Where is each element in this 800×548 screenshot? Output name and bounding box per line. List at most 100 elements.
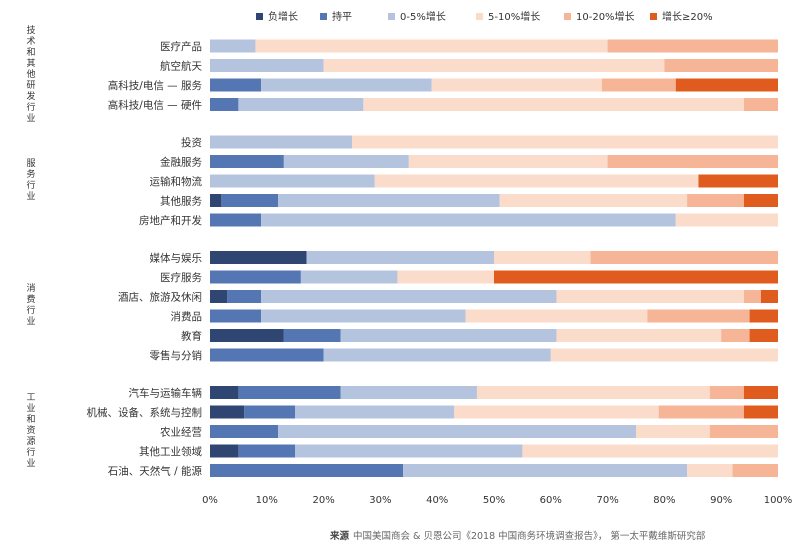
bar-segment	[238, 444, 296, 458]
x-tick-label: 30%	[369, 495, 391, 506]
bar-segment	[210, 155, 284, 168]
bar-segment	[295, 405, 455, 419]
legend-label: 持平	[332, 10, 352, 23]
category-label: 汽车与运输车辆	[129, 387, 203, 400]
bar-segment	[323, 59, 665, 72]
bar-segment	[210, 386, 239, 399]
legend-label: 10-20%增长	[576, 10, 635, 23]
category-label: 机械、设备、系统与控制	[87, 406, 203, 419]
bar-segment	[210, 39, 256, 53]
bar-segment	[743, 98, 778, 111]
category-label: 其他工业领域	[139, 445, 202, 458]
bar-segment	[255, 39, 608, 53]
bar-segment	[210, 270, 301, 284]
bar-segment	[210, 174, 375, 188]
bar-segment	[743, 386, 778, 399]
legend-swatch	[650, 13, 657, 20]
bar-segment	[352, 135, 778, 149]
legend-swatch	[256, 13, 263, 20]
category-label: 媒体与娱乐	[150, 252, 203, 265]
bar-segment	[210, 329, 284, 342]
bar-segment	[238, 98, 364, 111]
bar-segment	[210, 98, 239, 111]
bar-segment	[283, 329, 341, 342]
bar-segment	[658, 405, 744, 419]
bar-segment	[300, 270, 398, 284]
bar-segment	[636, 425, 710, 438]
legend-swatch	[564, 13, 571, 20]
bar-segment	[210, 135, 352, 149]
bar-segment	[743, 405, 778, 419]
bar-segment	[749, 329, 778, 342]
bar-segment	[431, 78, 602, 92]
bar-segment	[494, 251, 591, 264]
bar-segment	[476, 386, 710, 399]
bar-segment	[675, 213, 778, 227]
x-tick-label: 40%	[426, 495, 448, 506]
bar-segment	[283, 155, 409, 168]
bar-segment	[374, 174, 699, 188]
x-tick-label: 50%	[483, 495, 505, 506]
category-label: 其他服务	[160, 195, 202, 208]
legend-label: 5-10%增长	[488, 10, 540, 23]
bar-segment	[743, 194, 778, 207]
bar-segment	[743, 290, 761, 303]
bar-segment	[210, 194, 222, 207]
bar-segment	[749, 309, 778, 323]
category-label: 酒店、旅游及休闲	[118, 291, 202, 304]
bar-segment	[522, 444, 778, 458]
bar-segment	[210, 78, 262, 92]
bar-segment	[323, 348, 551, 362]
bar-segment	[278, 194, 500, 207]
category-label: 教育	[181, 330, 202, 343]
bar-segment	[675, 78, 778, 92]
x-tick-label: 100%	[764, 495, 793, 506]
x-tick-label: 80%	[653, 495, 675, 506]
bar-segment	[465, 309, 648, 323]
bar-segment	[664, 59, 778, 72]
bar-segment	[210, 464, 404, 477]
bar-segment	[210, 425, 279, 438]
bar-segment	[210, 213, 262, 227]
bar-segment	[221, 194, 279, 207]
group-label: 消费行业	[26, 284, 36, 328]
bar-segment	[647, 309, 750, 323]
legend-swatch	[476, 13, 483, 20]
bar-segment	[261, 78, 432, 92]
group-label: 服务行业	[26, 159, 36, 202]
bar-segment	[261, 290, 557, 303]
bar-segment	[210, 309, 262, 323]
bar-segment	[244, 405, 296, 419]
category-label: 投资	[181, 136, 202, 149]
source-note: 来源 中国美国商会 & 贝恩公司《2018 中国商务环境调查报告》， 第一太平戴维…	[330, 528, 705, 542]
category-label: 高科技/电信 — 硬件	[108, 99, 202, 112]
x-tick-label: 0%	[202, 495, 218, 506]
bar-segment	[698, 174, 778, 188]
legend-swatch	[320, 13, 327, 20]
bar-segment	[732, 464, 778, 477]
category-label: 消费品	[171, 310, 203, 323]
bar-segment	[408, 155, 608, 168]
bar-segment	[709, 425, 778, 438]
bar-segment	[494, 270, 778, 284]
bar-segment	[454, 405, 659, 419]
bar-segment	[687, 194, 744, 207]
legend-label: 增长≥20%	[662, 10, 713, 23]
bar-segment	[278, 425, 636, 438]
category-label: 航空航天	[160, 60, 202, 73]
bar-segment	[721, 329, 750, 342]
bar-segment	[709, 386, 744, 399]
legend-label: 0-5%增长	[400, 10, 446, 23]
bar-segment	[210, 290, 228, 303]
bar-segment	[261, 213, 676, 227]
bar-segment	[601, 78, 676, 92]
legend-swatch	[388, 13, 395, 20]
bar-segment	[340, 386, 477, 399]
category-label: 金融服务	[160, 156, 202, 169]
bar-segment	[210, 405, 245, 419]
bar-segment	[306, 251, 494, 264]
x-tick-label: 60%	[540, 495, 562, 506]
bar-segment	[295, 444, 523, 458]
